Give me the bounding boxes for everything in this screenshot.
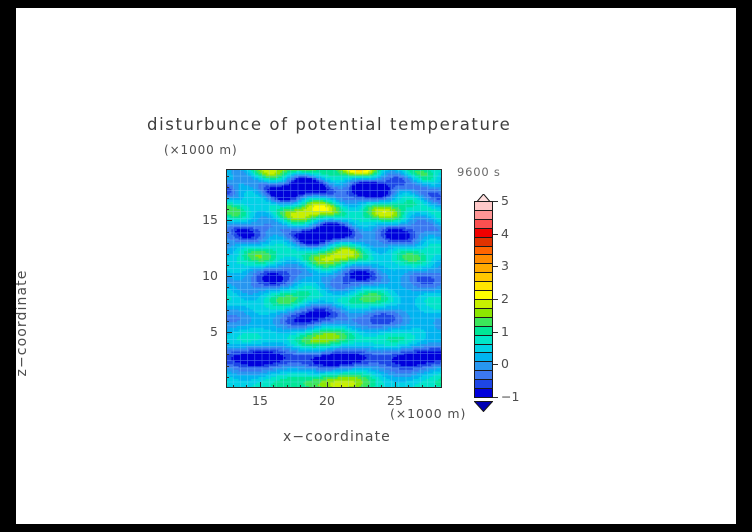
y-axis-tick bbox=[226, 220, 232, 221]
colorbar-tick bbox=[493, 233, 498, 235]
colorbar-band bbox=[474, 218, 493, 229]
y-axis-minor-tick bbox=[226, 377, 229, 378]
x-axis-unit-label: (×1000 m) bbox=[390, 406, 467, 421]
y-axis-minor-tick bbox=[226, 187, 229, 188]
colorbar-band bbox=[474, 281, 493, 291]
y-axis-title: z−coordinate bbox=[16, 269, 30, 377]
x-axis-tick bbox=[395, 382, 396, 388]
colorbar-bottom-arrow bbox=[473, 397, 494, 413]
x-axis-minor-tick bbox=[354, 385, 355, 388]
x-axis-title: x−coordinate bbox=[283, 429, 391, 445]
colorbar-tick bbox=[493, 364, 498, 366]
y-axis-minor-tick bbox=[226, 209, 229, 210]
colorbar-tick bbox=[493, 266, 498, 268]
colorbar-tick bbox=[493, 331, 498, 333]
colorbar-band bbox=[474, 370, 493, 380]
colorbar-tick bbox=[493, 201, 498, 202]
x-axis-minor-tick bbox=[246, 385, 247, 388]
colorbar-tick-label: 3 bbox=[501, 258, 509, 274]
colorbar-band bbox=[474, 236, 493, 247]
x-axis-minor-tick bbox=[435, 385, 436, 388]
y-axis-tick-label: 10 bbox=[202, 268, 218, 283]
y-axis-minor-tick bbox=[226, 310, 229, 311]
contour-plot-area bbox=[226, 169, 442, 388]
colorbar-band bbox=[474, 343, 493, 354]
y-axis-minor-tick bbox=[226, 265, 229, 266]
x-axis-minor-tick bbox=[368, 385, 369, 388]
y-axis-minor-tick bbox=[226, 321, 229, 322]
y-axis-tick-label: 5 bbox=[210, 324, 218, 339]
y-axis-tick-label: 15 bbox=[202, 212, 218, 227]
colorbar-tick-label: 2 bbox=[501, 291, 509, 306]
x-axis-minor-tick bbox=[273, 385, 274, 388]
colorbar-tick-label: 0 bbox=[501, 356, 509, 372]
colorbar-band bbox=[474, 352, 493, 362]
y-axis-minor-tick bbox=[226, 232, 229, 233]
y-axis-minor-tick bbox=[226, 354, 229, 355]
y-axis-minor-tick bbox=[226, 176, 229, 177]
colorbar-top-arrow bbox=[473, 190, 494, 205]
y-axis-minor-tick bbox=[226, 254, 229, 255]
colorbar-band bbox=[474, 254, 493, 264]
colorbar-tick-label: 5 bbox=[501, 193, 509, 208]
colorbar-band bbox=[474, 245, 493, 256]
x-axis-minor-tick bbox=[287, 385, 288, 388]
colorbar-band bbox=[474, 307, 493, 318]
time-stamp-label: 9600 s bbox=[457, 165, 501, 179]
colorbar-band bbox=[474, 361, 493, 371]
y-axis-minor-tick bbox=[226, 198, 229, 199]
y-axis-tick bbox=[226, 276, 232, 277]
colorbar-band bbox=[474, 388, 493, 398]
x-axis-tick bbox=[327, 382, 328, 388]
colorbar-band bbox=[474, 263, 493, 273]
colorbar-tick-label: 4 bbox=[501, 225, 509, 241]
x-axis-minor-tick bbox=[233, 385, 234, 388]
colorbar-band bbox=[474, 325, 493, 336]
figure-canvas: disturbunce of potential temperature (×1… bbox=[16, 8, 736, 524]
colorbar-band bbox=[474, 316, 493, 327]
y-axis-minor-tick bbox=[226, 366, 229, 367]
x-axis-minor-tick bbox=[422, 385, 423, 388]
x-axis-minor-tick bbox=[341, 385, 342, 388]
colorbar-band bbox=[474, 272, 493, 282]
x-axis-tick-label: 25 bbox=[387, 393, 403, 408]
x-axis-minor-tick bbox=[314, 385, 315, 388]
colorbar-band bbox=[474, 201, 493, 211]
colorbar-band bbox=[474, 227, 493, 238]
colorbar-band bbox=[474, 334, 493, 345]
x-axis-minor-tick bbox=[381, 385, 382, 388]
x-axis-tick bbox=[260, 382, 261, 388]
y-axis-unit-label: (×1000 m) bbox=[164, 143, 238, 157]
colorbar-band bbox=[474, 299, 493, 309]
colorbar-band bbox=[474, 379, 493, 389]
colorbar-tick bbox=[493, 397, 498, 398]
x-axis-minor-tick bbox=[300, 385, 301, 388]
y-axis-minor-tick bbox=[226, 287, 229, 288]
y-axis-minor-tick bbox=[226, 343, 229, 344]
page-title: disturbunce of potential temperature bbox=[147, 115, 512, 134]
colorbar-band bbox=[474, 209, 493, 220]
x-axis-minor-tick bbox=[408, 385, 409, 388]
y-axis-minor-tick bbox=[226, 299, 229, 300]
colorbar-tick-label: −1 bbox=[501, 389, 520, 404]
colorbar: 5 4 3 2 1 0 −1 bbox=[473, 193, 519, 413]
colorbar-band bbox=[474, 290, 493, 300]
x-axis-tick-label: 15 bbox=[252, 393, 268, 408]
colorbar-tick-label: 1 bbox=[501, 323, 509, 339]
y-axis-tick bbox=[226, 332, 232, 333]
colorbar-tick bbox=[493, 299, 498, 300]
x-axis-tick-label: 20 bbox=[319, 393, 335, 408]
y-axis-minor-tick bbox=[226, 243, 229, 244]
